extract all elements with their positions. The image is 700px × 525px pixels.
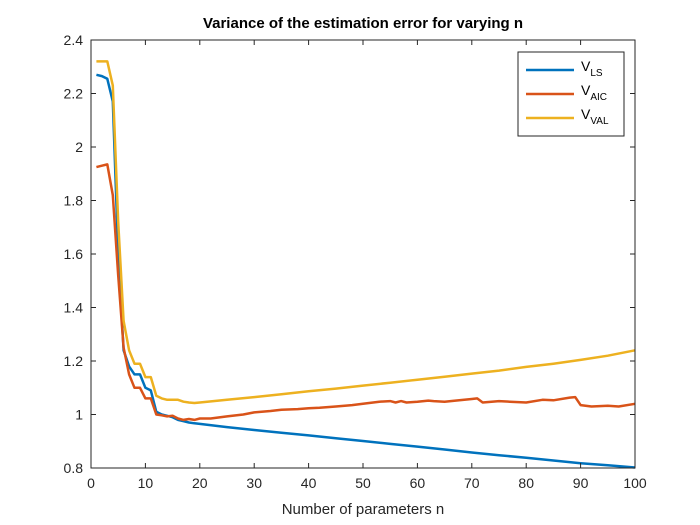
x-tick-label: 90 <box>573 475 589 491</box>
x-tick-label: 100 <box>623 475 647 491</box>
y-tick-label: 1.4 <box>64 300 84 316</box>
x-tick-label: 20 <box>192 475 208 491</box>
legend-label-val: VVAL <box>581 106 609 127</box>
x-tick-label: 50 <box>355 475 371 491</box>
x-tick-label: 40 <box>301 475 317 491</box>
x-tick-label: 70 <box>464 475 480 491</box>
x-axis-label: Number of parameters n <box>282 501 445 518</box>
x-tick-label: 60 <box>410 475 426 491</box>
x-tick-label: 0 <box>87 475 95 491</box>
x-axis: 0 10 20 30 40 50 60 70 80 90 100 <box>87 40 647 491</box>
y-tick-label: 2.2 <box>64 86 84 102</box>
y-tick-label: 2.4 <box>64 32 84 48</box>
y-tick-label: 1.8 <box>64 193 84 209</box>
y-tick-label: 0.8 <box>64 460 84 476</box>
series-layer <box>96 60 636 469</box>
x-tick-label: 10 <box>138 475 154 491</box>
legend: VLS VAIC VVAL <box>517 51 625 137</box>
x-tick-label: 80 <box>518 475 534 491</box>
y-tick-label: 2 <box>75 139 83 155</box>
series-line-val <box>96 60 636 405</box>
chart-title: Variance of the estimation error for var… <box>203 15 523 32</box>
y-tick-label: 1.2 <box>64 353 84 369</box>
y-axis: 0.8 1 1.2 1.4 1.6 1.8 2 2.2 2.4 <box>64 32 635 476</box>
legend-label-aic: VAIC <box>581 82 607 103</box>
series-line-aic <box>96 163 636 422</box>
legend-label-ls: VLS <box>581 58 603 79</box>
x-tick-label: 30 <box>246 475 262 491</box>
y-tick-label: 1 <box>75 407 83 423</box>
y-tick-label: 1.6 <box>64 246 84 262</box>
